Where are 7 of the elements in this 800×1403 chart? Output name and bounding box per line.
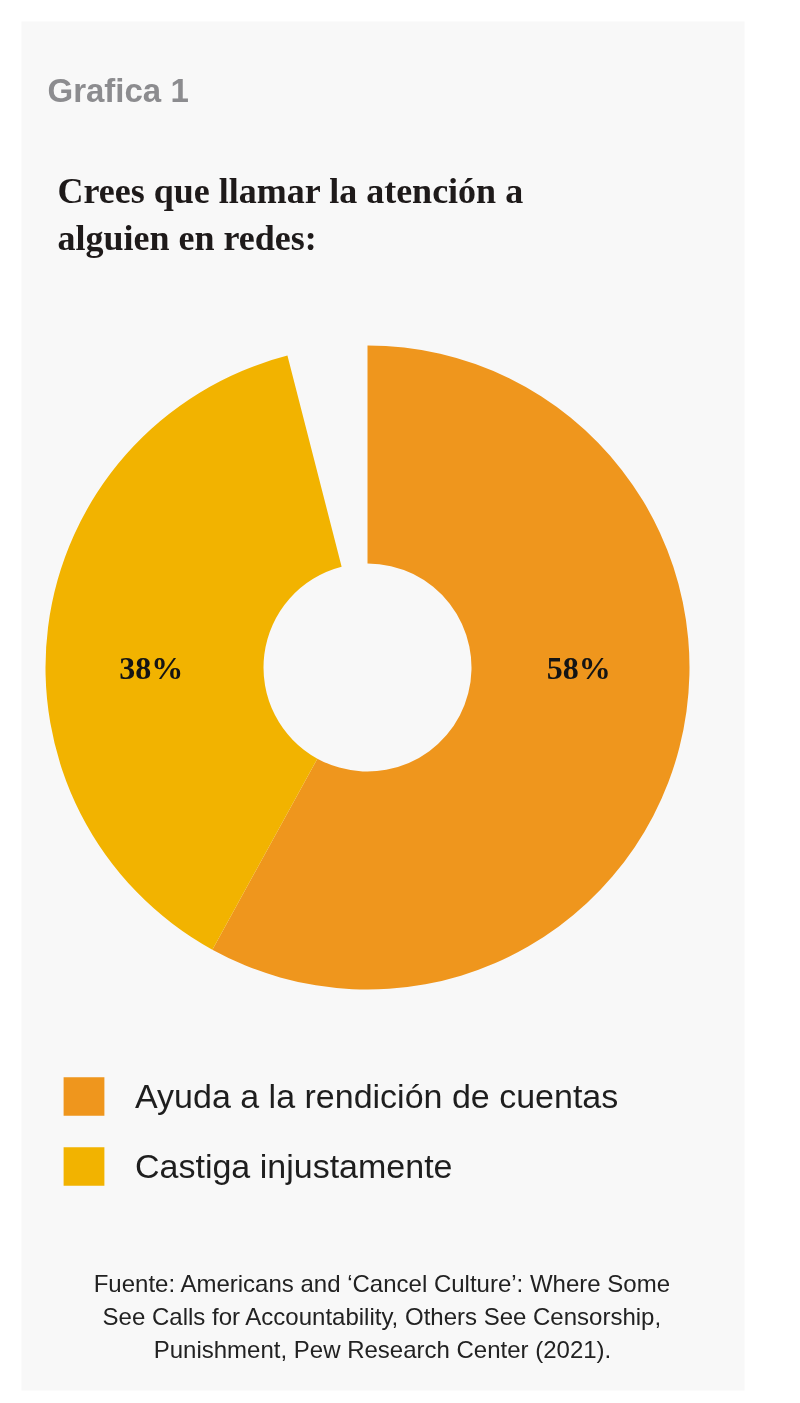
data-label: 58% [546, 649, 611, 686]
text: Grafica 1 [47, 72, 189, 109]
source-note: Fuente: Americans and ‘Cancel Culture’: Where Some See Calls for Accountability, Others See Censorship, Punishment, Pew Research Center (2021). [93, 1270, 670, 1363]
data-label: 38% [119, 649, 184, 686]
legend-label: Castiga injustamente [135, 1146, 453, 1186]
legend-label: Ayuda a la rendición de cuentas [135, 1076, 619, 1116]
chart-title: Crees que llamar la atención a alguien en redes: [57, 170, 524, 258]
